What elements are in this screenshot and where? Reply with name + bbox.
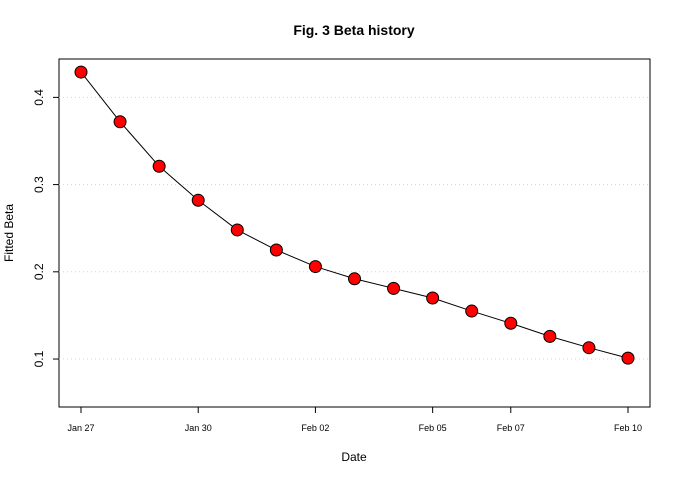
x-tick-label: Feb 05 — [419, 423, 447, 433]
x-tick-label: Feb 02 — [301, 423, 329, 433]
series-line — [80, 71, 629, 359]
data-point — [348, 272, 361, 286]
data-point — [543, 329, 557, 343]
series-points — [74, 65, 635, 365]
y-axis-label: Fitted Beta — [2, 204, 16, 262]
series-line-path — [80, 71, 629, 359]
data-point — [230, 223, 244, 237]
data-point — [74, 65, 88, 79]
axes: 0.1 0.2 0.3 0.4 Jan 27 Jan 30 Feb 02 Feb 05 Feb … — [32, 89, 642, 433]
grid — [59, 96, 650, 360]
data-point — [465, 304, 479, 318]
data-point — [387, 281, 401, 295]
x-axis-label: Date — [341, 450, 367, 464]
data-point — [426, 291, 440, 305]
data-point — [191, 193, 205, 207]
y-tick-label: 0.4 — [32, 89, 46, 106]
x-tick-label: Jan 27 — [67, 423, 94, 433]
data-point — [269, 243, 283, 257]
data-point — [582, 341, 596, 355]
x-tick-label: Jan 30 — [185, 423, 212, 433]
chart-title: Fig. 3 Beta history — [293, 22, 415, 38]
y-tick-label: 0.3 — [32, 176, 46, 193]
data-point — [621, 351, 635, 365]
plot-frame — [58, 58, 651, 408]
y-tick-label: 0.2 — [32, 263, 46, 280]
data-point — [504, 316, 518, 330]
data-point — [308, 260, 322, 274]
data-point — [113, 115, 127, 129]
y-tick-label: 0.1 — [32, 350, 46, 367]
x-tick-label: Feb 07 — [497, 423, 525, 433]
x-tick-label: Feb 10 — [614, 423, 642, 433]
data-point — [152, 159, 166, 173]
